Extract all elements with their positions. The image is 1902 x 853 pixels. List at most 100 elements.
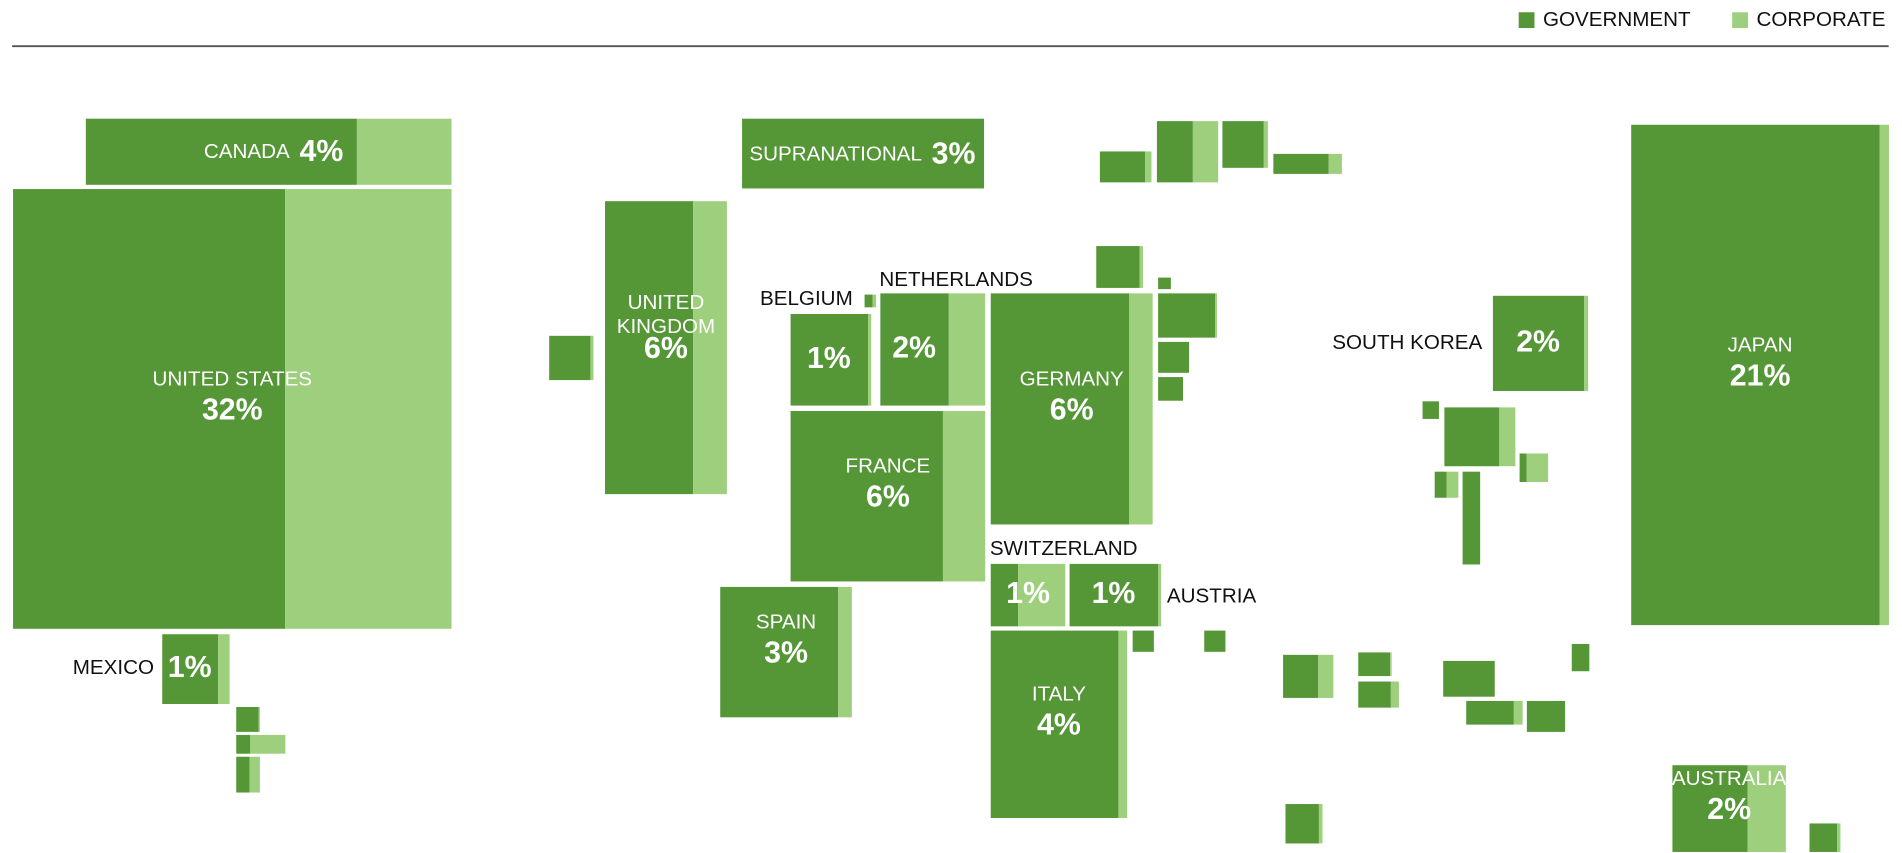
country-name: SPAIN bbox=[756, 610, 816, 633]
government-segment bbox=[1518, 452, 1527, 483]
government-segment bbox=[863, 293, 873, 309]
country-block: AUSTRALIA 2% bbox=[1670, 763, 1788, 853]
country-block: SUPRANATIONAL 3% bbox=[740, 116, 986, 191]
share-label: 1% bbox=[807, 342, 851, 375]
share-label: 1% bbox=[1006, 577, 1050, 610]
government-segment bbox=[1282, 653, 1319, 699]
country-block bbox=[1283, 802, 1325, 846]
share-label: 6% bbox=[866, 481, 910, 514]
country-label: CANADA 4% bbox=[204, 135, 343, 168]
corporate-segment bbox=[868, 313, 873, 407]
corporate-segment bbox=[1318, 653, 1335, 699]
country-name: SWITZERLAND bbox=[990, 537, 1138, 560]
government-segment bbox=[235, 706, 259, 733]
government-segment bbox=[1630, 123, 1880, 627]
government-segment bbox=[719, 586, 839, 719]
block-outline bbox=[1629, 122, 1891, 627]
country-block bbox=[862, 292, 878, 310]
block-outline bbox=[1156, 375, 1185, 403]
corporate-segment bbox=[1513, 700, 1524, 726]
corporate-segment bbox=[1118, 629, 1129, 819]
corporate-segment bbox=[590, 334, 595, 382]
block-outline bbox=[988, 628, 1130, 820]
share-label: 32% bbox=[202, 393, 263, 426]
country-block bbox=[1202, 628, 1228, 654]
government-segment bbox=[1461, 470, 1481, 566]
country-block bbox=[1281, 653, 1336, 700]
corporate-segment bbox=[1499, 406, 1517, 468]
country-block bbox=[1156, 340, 1191, 375]
country-block bbox=[1442, 405, 1518, 469]
block-outline bbox=[1220, 119, 1270, 170]
corporate-segment bbox=[1139, 245, 1144, 289]
corporate-segment bbox=[693, 200, 728, 496]
government-segment bbox=[1155, 120, 1193, 184]
government-segment bbox=[989, 562, 1019, 628]
block-outline bbox=[1464, 699, 1525, 727]
government-segment bbox=[1157, 276, 1172, 291]
country-block bbox=[1525, 699, 1567, 734]
block-outline bbox=[1420, 399, 1441, 421]
block-outline bbox=[1156, 340, 1191, 375]
country-block: MEXICO 1% bbox=[73, 632, 232, 706]
country-block: JAPAN 21% bbox=[1629, 122, 1891, 627]
block-outline bbox=[234, 733, 288, 756]
name-line: KINGDOM bbox=[617, 316, 715, 339]
country-block bbox=[1356, 650, 1394, 678]
block-outline bbox=[1202, 628, 1228, 654]
block-outline bbox=[84, 116, 454, 187]
government-segment bbox=[789, 313, 869, 407]
country-block bbox=[1271, 152, 1344, 176]
country-name: AUSTRIA bbox=[1167, 584, 1257, 607]
government-segment bbox=[161, 633, 219, 705]
country-block: BELGIUM 1% bbox=[760, 287, 874, 408]
block-outline bbox=[1460, 469, 1482, 567]
corporate-segment bbox=[1879, 123, 1890, 627]
block-outline bbox=[988, 562, 1068, 629]
government-segment bbox=[1284, 803, 1319, 845]
corporate-segment bbox=[249, 755, 261, 794]
government-segment bbox=[1492, 294, 1585, 392]
country-block bbox=[1094, 244, 1145, 290]
block-outline bbox=[988, 291, 1155, 527]
corporate-segment bbox=[1446, 470, 1460, 499]
government-segment bbox=[1157, 292, 1216, 339]
name-line: UNITED bbox=[628, 291, 705, 314]
country-name: GERMANY bbox=[1020, 367, 1124, 390]
country-name: MEXICO bbox=[73, 656, 154, 679]
government-segment bbox=[1808, 822, 1838, 853]
share-label: 2% bbox=[892, 331, 936, 364]
country-block bbox=[1460, 469, 1482, 567]
block-outline bbox=[1281, 653, 1336, 700]
government-segment bbox=[1421, 400, 1440, 420]
share-label: 6% bbox=[644, 332, 688, 365]
block-outline bbox=[788, 312, 874, 408]
government-segment bbox=[989, 629, 1119, 819]
government-segment bbox=[879, 292, 949, 407]
share-label: 4% bbox=[1037, 709, 1081, 742]
corporate-segment bbox=[1584, 294, 1590, 392]
country-block bbox=[1098, 149, 1154, 185]
government-segment bbox=[235, 755, 250, 794]
corporate-segment bbox=[1158, 562, 1163, 628]
share-label: 21% bbox=[1730, 359, 1791, 392]
corporate-segment bbox=[1144, 150, 1153, 184]
corporate-segment bbox=[1318, 803, 1324, 845]
corporate-segment bbox=[1837, 822, 1842, 853]
country-block bbox=[1441, 659, 1497, 699]
country-block bbox=[1155, 119, 1220, 185]
block-outline bbox=[1130, 628, 1156, 654]
block-outline bbox=[11, 187, 454, 631]
government-segment bbox=[235, 733, 251, 755]
block-outline bbox=[1156, 291, 1219, 340]
corporate-segment bbox=[872, 293, 878, 309]
block-outline bbox=[1356, 650, 1394, 678]
country-name: BELGIUM bbox=[760, 287, 853, 310]
country-block: NETHERLANDS 2% bbox=[878, 268, 1033, 408]
government-segment bbox=[1157, 340, 1190, 374]
country-name: UNITED STATES bbox=[153, 367, 313, 390]
country-block: SPAIN 3% bbox=[718, 585, 854, 720]
country-block bbox=[1464, 699, 1525, 727]
country-block: SOUTH KOREA 2% bbox=[1332, 293, 1590, 393]
block-outline bbox=[1094, 244, 1145, 290]
